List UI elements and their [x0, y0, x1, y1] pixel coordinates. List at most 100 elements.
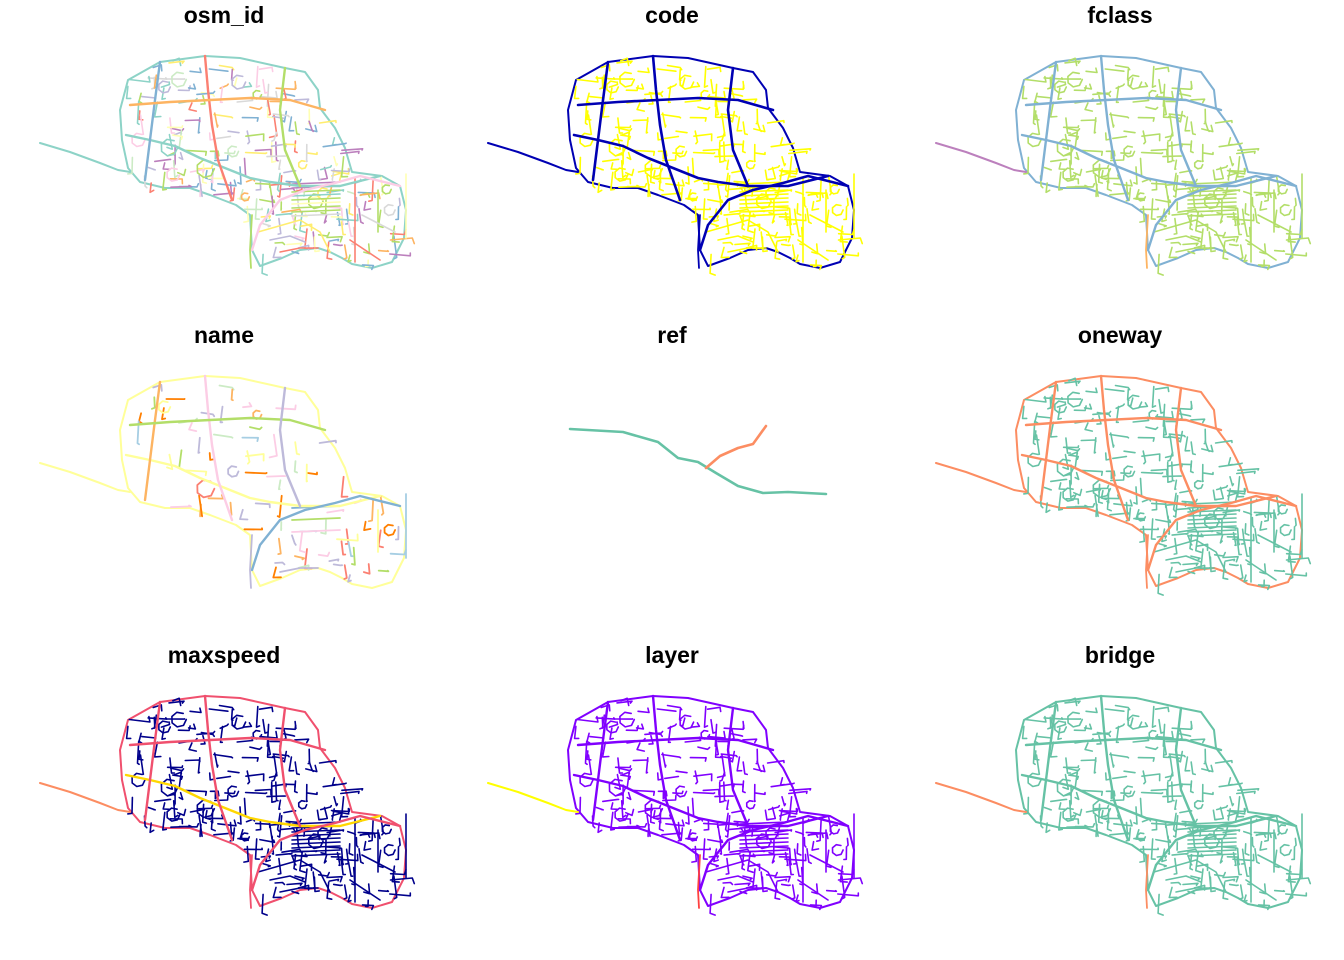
road-segment	[1150, 838, 1156, 860]
road-segment	[610, 811, 616, 831]
road-segment	[742, 187, 751, 193]
road-segment	[690, 722, 701, 728]
road-segment	[1174, 799, 1178, 810]
road-segment	[771, 213, 776, 224]
road-segment	[1178, 750, 1184, 763]
road-segment	[313, 236, 320, 253]
road-segment	[788, 150, 808, 155]
outer-road	[119, 375, 407, 589]
road-segment	[723, 781, 727, 802]
road-segment	[1105, 470, 1116, 477]
road-segment	[789, 788, 812, 792]
major-road	[250, 174, 402, 252]
road-segment	[1048, 704, 1059, 712]
road-segment	[347, 861, 354, 877]
road-segment	[774, 829, 793, 834]
road-segment	[723, 141, 727, 162]
road-segment	[748, 223, 761, 232]
road-segment	[1145, 106, 1159, 111]
road-segment	[761, 876, 768, 893]
road-segment	[1080, 149, 1104, 156]
road-segment	[727, 247, 767, 253]
road-segment	[282, 93, 296, 97]
road-segment	[702, 822, 719, 829]
road-segment	[1285, 572, 1308, 577]
road-segment	[171, 71, 188, 88]
road-segment	[1172, 492, 1177, 513]
road-segment	[764, 169, 770, 181]
road-segment	[717, 740, 730, 747]
road-segment	[340, 790, 360, 795]
road-segment	[244, 791, 268, 795]
road-segment	[1058, 171, 1064, 191]
road-segment	[1073, 488, 1083, 497]
road-segment	[1162, 795, 1182, 798]
road-segment	[1064, 60, 1081, 64]
road-segment	[340, 860, 347, 876]
road-segment	[1049, 74, 1054, 89]
road-segment	[318, 119, 337, 124]
road-segment	[690, 157, 695, 177]
road-segment	[1083, 83, 1093, 90]
road-segment	[1178, 463, 1192, 468]
road-segment	[1141, 133, 1161, 142]
major-road	[1174, 66, 1198, 188]
road-segment	[730, 783, 744, 788]
major-road	[1146, 814, 1298, 892]
road-segment	[714, 723, 718, 747]
road-segment	[573, 85, 580, 100]
road-segment	[255, 65, 261, 88]
road-segment	[1021, 405, 1028, 420]
road-segment	[1137, 436, 1155, 442]
road-segment	[299, 210, 306, 234]
road-segment	[665, 179, 685, 187]
road-segment	[1168, 886, 1178, 899]
road-segment	[1187, 833, 1237, 837]
road-segment	[1085, 488, 1102, 493]
road-segment	[254, 788, 272, 796]
road-segment	[1103, 494, 1120, 500]
road-segment	[1066, 504, 1088, 508]
panel-title: code	[645, 2, 699, 28]
road-segment	[1184, 756, 1191, 772]
road-segment	[608, 81, 619, 88]
road-segment	[1135, 189, 1145, 201]
road-segment	[1167, 115, 1181, 120]
road-segment	[340, 540, 347, 556]
road-segment	[254, 838, 260, 860]
road-segment	[1138, 477, 1143, 497]
road-segment	[1251, 196, 1255, 208]
road-segment	[323, 853, 328, 864]
road-segment	[1056, 138, 1075, 157]
road-segment	[294, 235, 305, 241]
road-segment	[730, 750, 736, 763]
west-arterial	[487, 782, 579, 813]
road-segment	[579, 772, 594, 788]
road-segment	[196, 90, 216, 96]
road-segment	[1136, 512, 1147, 522]
road-segment	[707, 838, 724, 844]
road-segment	[644, 804, 662, 810]
road-segment	[209, 790, 220, 797]
road-segment	[690, 82, 701, 88]
road-segment	[1085, 808, 1102, 813]
road-segment	[274, 241, 286, 246]
road-segment	[1201, 764, 1214, 773]
road-segment	[1073, 808, 1083, 817]
road-map	[39, 694, 416, 916]
road-segment	[1195, 850, 1202, 874]
road-segment	[1062, 773, 1070, 790]
road-segment	[610, 802, 619, 811]
road-segment	[636, 102, 646, 112]
road-segment	[184, 119, 201, 123]
road-segment	[1138, 722, 1149, 728]
road-segment	[795, 254, 800, 263]
road-segment	[706, 706, 722, 713]
road-segment	[1236, 156, 1245, 178]
road-segment	[269, 875, 306, 883]
road-segment	[702, 182, 719, 189]
road-segment	[246, 130, 251, 145]
road-segment	[262, 222, 272, 228]
road-segment	[1187, 529, 1237, 533]
road-segment	[172, 134, 184, 141]
